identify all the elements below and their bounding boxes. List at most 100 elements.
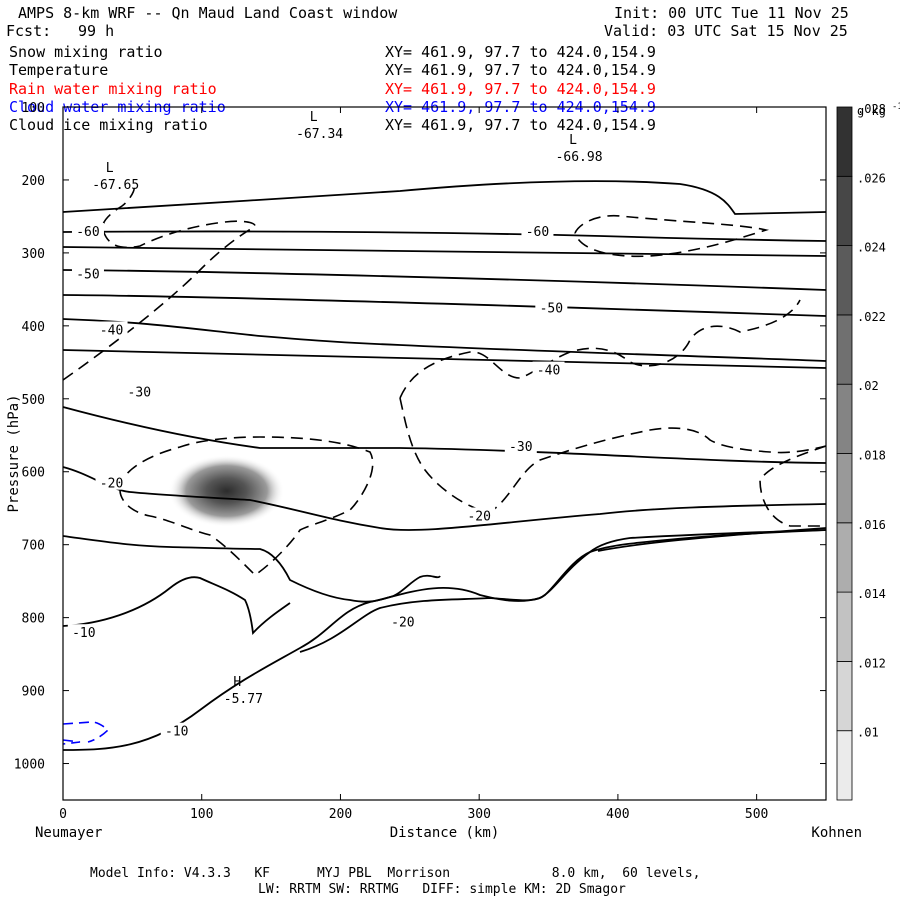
x-tick-label: 400 bbox=[606, 807, 629, 822]
y-tick-label: 300 bbox=[22, 247, 45, 262]
extremum-value-label: -67.65 bbox=[92, 178, 139, 193]
x-axis-label: Distance (km) bbox=[390, 825, 500, 841]
y-tick-label: 800 bbox=[22, 612, 45, 627]
temperature-contour-label: -50 bbox=[540, 302, 563, 317]
contour-label-bg bbox=[532, 361, 565, 377]
colorbar-tick-label: .022 bbox=[857, 310, 886, 324]
contour-label-bg bbox=[71, 265, 104, 281]
field-name-snow: Snow mixing ratio bbox=[9, 43, 163, 61]
colorbar-tick-label: .018 bbox=[857, 449, 886, 463]
extremum-value-label: -5.77 bbox=[224, 692, 263, 707]
temperature-contour-label: -20 bbox=[467, 510, 490, 525]
colorbar-swatch bbox=[836, 314, 853, 385]
colorbar-swatch bbox=[836, 383, 853, 454]
colorbar-tick-label: .02 bbox=[857, 379, 879, 393]
colorbar-swatch bbox=[836, 106, 853, 177]
field-name-temperature: Temperature bbox=[9, 61, 109, 79]
colorbar-tick-label: .012 bbox=[857, 656, 886, 670]
temperature-contour-label: -10 bbox=[165, 725, 188, 740]
temperature-contour bbox=[62, 246, 827, 257]
snow-mixing-ratio-contour bbox=[759, 445, 827, 527]
colorbar-unit-exponent: -1 bbox=[892, 102, 900, 112]
colorbar-swatch bbox=[836, 453, 853, 524]
temperature-contour bbox=[62, 294, 827, 317]
y-tick-label: 600 bbox=[22, 466, 45, 481]
snow-mixing-ratio-contour bbox=[62, 187, 256, 381]
contour-label-bg bbox=[535, 299, 568, 315]
temperature-contour-label: -20 bbox=[100, 477, 123, 492]
contour-label-bg bbox=[67, 624, 100, 640]
x-tick-label: 200 bbox=[329, 807, 352, 822]
colorbar-swatch bbox=[836, 175, 853, 247]
colorbar-swatch bbox=[836, 591, 853, 662]
colorbar-swatch bbox=[836, 522, 853, 593]
colorbar-swatch bbox=[836, 245, 853, 316]
x-tick-label: 300 bbox=[467, 807, 490, 822]
colorbar-tick-label: .01 bbox=[857, 726, 879, 740]
field-xy-rain: XY= 461.9, 97.7 to 424.0,154.9 bbox=[385, 80, 656, 98]
x-right-endpoint-label: Kohnen bbox=[811, 825, 862, 841]
colorbar-tick-label: .028 bbox=[857, 102, 886, 116]
x-tick-label: 500 bbox=[745, 807, 768, 822]
temperature-contour-label: -30 bbox=[509, 440, 532, 455]
x-tick-label: 0 bbox=[59, 807, 67, 822]
valid-time: Valid: 03 UTC Sat 15 Nov 25 bbox=[604, 22, 848, 40]
temperature-contour-label: -20 bbox=[391, 615, 414, 630]
model-info-line1: Model Info: V4.3.3 KF MYJ PBL Morrison 8… bbox=[90, 866, 701, 881]
y-tick-label: 400 bbox=[22, 320, 45, 335]
temperature-contour bbox=[62, 406, 827, 464]
temperature-contour-label: -30 bbox=[128, 385, 151, 400]
extremum-kind-label: H bbox=[233, 675, 241, 690]
temperature-contour-label: -40 bbox=[537, 364, 560, 379]
colorbar-tick-label: .026 bbox=[857, 171, 886, 185]
temperature-contour-label: -60 bbox=[76, 225, 99, 240]
y-tick-label: 900 bbox=[22, 685, 45, 700]
extremum-value-label: -66.98 bbox=[556, 150, 603, 165]
temperature-contour bbox=[62, 466, 827, 531]
init-time: Init: 00 UTC Tue 11 Nov 25 bbox=[614, 4, 849, 22]
y-axis-label: Pressure (hPa) bbox=[6, 394, 22, 512]
temperature-contour bbox=[597, 527, 827, 552]
colorbar-swatch bbox=[836, 730, 853, 801]
contour-label-bg bbox=[95, 321, 128, 337]
temperature-contour bbox=[62, 576, 291, 636]
field-xy-cloud-ice: XY= 461.9, 97.7 to 424.0,154.9 bbox=[385, 116, 656, 134]
contour-label-bg bbox=[123, 383, 156, 399]
y-tick-label: 500 bbox=[22, 393, 45, 408]
colorbar-swatch bbox=[836, 661, 853, 732]
model-info-line2: LW: RRTM SW: RRTMG DIFF: simple KM: 2D S… bbox=[258, 882, 626, 897]
extremum-kind-label: L bbox=[106, 161, 114, 176]
y-tick-label: 100 bbox=[22, 101, 45, 116]
extremum-kind-label: L bbox=[569, 133, 577, 148]
contour-label-bg bbox=[463, 507, 496, 523]
contour-label-bg bbox=[504, 438, 537, 454]
contour-label-bg bbox=[521, 223, 554, 239]
temperature-contour bbox=[62, 230, 827, 242]
temperature-contour-label: -40 bbox=[100, 323, 123, 338]
temperature-contour bbox=[62, 535, 441, 603]
snow-mixing-ratio-contour bbox=[119, 436, 374, 577]
colorbar-tick-label: .016 bbox=[857, 518, 886, 532]
contour-label-bg bbox=[95, 474, 128, 490]
temperature-contour bbox=[299, 529, 827, 653]
snow-mixing-ratio-contour bbox=[574, 214, 770, 258]
temperature-contour-label: -10 bbox=[72, 626, 95, 641]
field-name-cloud-ice: Cloud ice mixing ratio bbox=[9, 116, 208, 134]
temperature-contour bbox=[62, 318, 827, 362]
field-name-rain: Rain water mixing ratio bbox=[9, 80, 217, 98]
contour-label-bg bbox=[386, 613, 419, 629]
y-tick-label: 1000 bbox=[14, 758, 45, 773]
forecast-hours: 99 h bbox=[78, 22, 115, 40]
temperature-contour bbox=[62, 529, 827, 751]
temperature-contour bbox=[62, 180, 827, 215]
y-tick-label: 700 bbox=[22, 539, 45, 554]
temperature-contour-label: -60 bbox=[526, 225, 549, 240]
temperature-contour-label: -50 bbox=[76, 267, 99, 282]
extremum-kind-label: L bbox=[310, 110, 318, 125]
snow-mixing-ratio-contour bbox=[399, 299, 801, 399]
colorbar-tick-label: .014 bbox=[857, 587, 886, 601]
field-xy-temperature: XY= 461.9, 97.7 to 424.0,154.9 bbox=[385, 61, 656, 79]
cloud-water-contour bbox=[62, 721, 110, 745]
y-tick-label: 200 bbox=[22, 174, 45, 189]
contour-label-bg bbox=[160, 722, 193, 738]
